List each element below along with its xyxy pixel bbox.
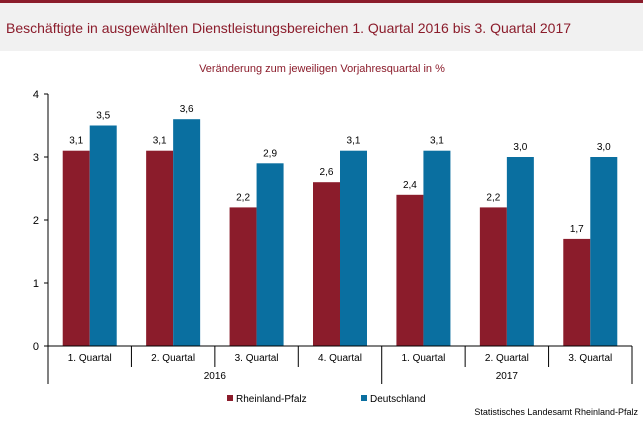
x-category-label: 2. Quartal [485, 353, 529, 364]
chart-area: Veränderung zum jeweiligen Vorjahresquar… [0, 51, 643, 422]
x-category-label: 4. Quartal [318, 353, 362, 364]
data-label: 3,5 [96, 111, 110, 122]
legend-swatch [227, 395, 233, 401]
y-tick-label: 0 [33, 341, 39, 353]
data-label: 1,7 [570, 224, 584, 235]
bar-deutschland [423, 150, 451, 346]
data-label: 3,1 [347, 136, 361, 147]
bar-deutschland [173, 119, 201, 346]
data-label: 2,6 [320, 167, 334, 178]
x-category-label: 1. Quartal [68, 353, 112, 364]
x-category-label: 3. Quartal [568, 353, 612, 364]
page-title: Beschäftigte in ausgewählten Dienstleist… [6, 20, 572, 36]
data-label: 3,1 [69, 136, 83, 147]
y-tick-label: 4 [33, 89, 39, 101]
data-label: 3,6 [180, 104, 194, 115]
plot-area: 0 1 2 3 4 3,1 3,5 3,1 3,6 2,2 2,9 2,6 3,1 2,4 3,1 2,2 3,… [33, 89, 633, 405]
legend-label: Deutschland [370, 394, 426, 405]
bar-rheinland-pfalz [313, 182, 340, 346]
chart-subtitle: Veränderung zum jeweiligen Vorjahresquar… [199, 63, 445, 75]
legend-label: Rheinland-Pfalz [236, 394, 307, 405]
x-group-label: 2016 [204, 371, 227, 382]
bar-rheinland-pfalz [479, 207, 507, 346]
data-label: 3,1 [153, 136, 167, 147]
y-tick-label: 3 [33, 152, 39, 164]
legend-swatch [361, 395, 367, 401]
y-tick-label: 2 [33, 215, 39, 227]
data-label: 3,1 [430, 136, 444, 147]
title-bar: Beschäftigte in ausgewählten Dienstleist… [0, 3, 643, 51]
bar-deutschland [89, 125, 117, 346]
bar-rheinland-pfalz [62, 150, 90, 346]
data-label: 2,2 [486, 192, 500, 203]
bar-rheinland-pfalz [563, 238, 591, 346]
y-tick-label: 1 [33, 278, 39, 290]
data-label: 3,0 [513, 142, 527, 153]
bar-deutschland [340, 150, 367, 346]
bar-rheinland-pfalz [146, 150, 174, 346]
x-category-label: 1. Quartal [401, 353, 445, 364]
source-note: Statistisches Landesamt Rheinland-Pfalz [474, 407, 638, 417]
bar-chart: Veränderung zum jeweiligen Vorjahresquar… [33, 63, 639, 417]
bar-rheinland-pfalz [396, 194, 424, 346]
data-label: 3,0 [597, 142, 611, 153]
data-label: 2,4 [403, 180, 417, 191]
bar-rheinland-pfalz [229, 207, 257, 346]
x-category-label: 2. Quartal [151, 353, 195, 364]
bar-deutschland [256, 163, 284, 346]
data-label: 2,2 [236, 192, 250, 203]
bar-deutschland [590, 157, 618, 346]
x-group-label: 2017 [496, 371, 519, 382]
x-category-label: 3. Quartal [235, 353, 279, 364]
top-accent-rule [0, 0, 643, 3]
bar-deutschland [506, 157, 534, 346]
data-label: 2,9 [263, 148, 277, 159]
